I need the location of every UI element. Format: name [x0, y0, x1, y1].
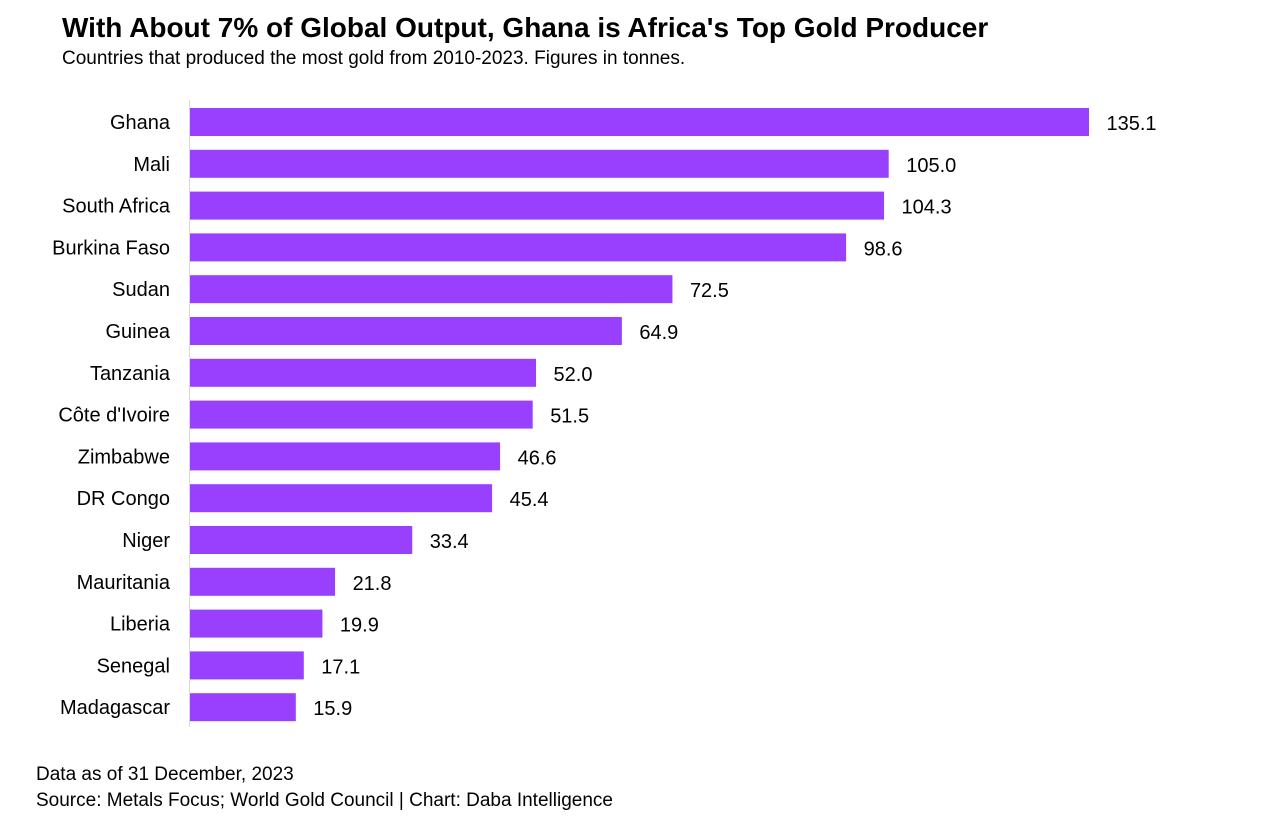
data-label: 104.3: [902, 197, 952, 219]
bar: [190, 191, 885, 220]
bar: [190, 358, 537, 387]
bar: [190, 400, 533, 429]
category-label: Niger: [122, 530, 170, 552]
category-label: Liberia: [110, 614, 171, 636]
bar: [190, 149, 889, 178]
category-label: Côte d'Ivoire: [58, 405, 170, 427]
bar: [190, 484, 493, 513]
category-label: South Africa: [62, 196, 171, 218]
data-label: 33.4: [430, 531, 469, 553]
category-label: Mauritania: [77, 572, 171, 594]
chart-subtitle: Countries that produced the most gold fr…: [62, 48, 686, 69]
data-label: 21.8: [353, 573, 392, 595]
category-label: Tanzania: [90, 363, 171, 385]
bar: [190, 693, 296, 722]
category-label: Burkina Faso: [52, 237, 170, 259]
data-label: 105.0: [906, 155, 956, 177]
data-label: 98.6: [864, 238, 903, 260]
bar: [190, 609, 323, 638]
data-label: 15.9: [313, 698, 352, 720]
category-label: Sudan: [112, 279, 170, 301]
category-label: DR Congo: [77, 488, 170, 510]
data-date-note: Data as of 31 December, 2023: [36, 764, 294, 785]
category-label: Mali: [133, 154, 170, 176]
data-label: 17.1: [321, 656, 360, 678]
bar: [190, 233, 847, 262]
bar: [190, 567, 336, 596]
data-label: 51.5: [550, 406, 589, 428]
category-label: Senegal: [97, 655, 170, 677]
bar: [190, 108, 1089, 136]
category-label: Madagascar: [60, 697, 170, 719]
bar-chart: Ghana 135.1 Mali 105.0 South Africa 104.3 Burk…: [52, 100, 1157, 727]
bar: [190, 275, 673, 304]
data-label: 52.0: [554, 364, 593, 386]
bar: [190, 651, 304, 680]
data-label: 135.1: [1107, 113, 1157, 135]
bar: [190, 442, 501, 471]
category-label: Guinea: [106, 321, 171, 343]
bar: [190, 317, 622, 345]
category-label: Ghana: [110, 112, 171, 134]
source-note: Source: Metals Focus; World Gold Council…: [36, 790, 613, 811]
data-label: 72.5: [690, 280, 729, 302]
data-label: 64.9: [639, 322, 678, 344]
chart-title: With About 7% of Global Output, Ghana is…: [62, 12, 989, 43]
data-label: 45.4: [510, 489, 549, 511]
category-label: Zimbabwe: [78, 446, 170, 468]
bar: [190, 526, 413, 554]
chart-footer: Data as of 31 December, 2023 Source: Met…: [36, 762, 613, 814]
data-label: 46.6: [518, 447, 557, 469]
data-label: 19.9: [340, 615, 379, 637]
